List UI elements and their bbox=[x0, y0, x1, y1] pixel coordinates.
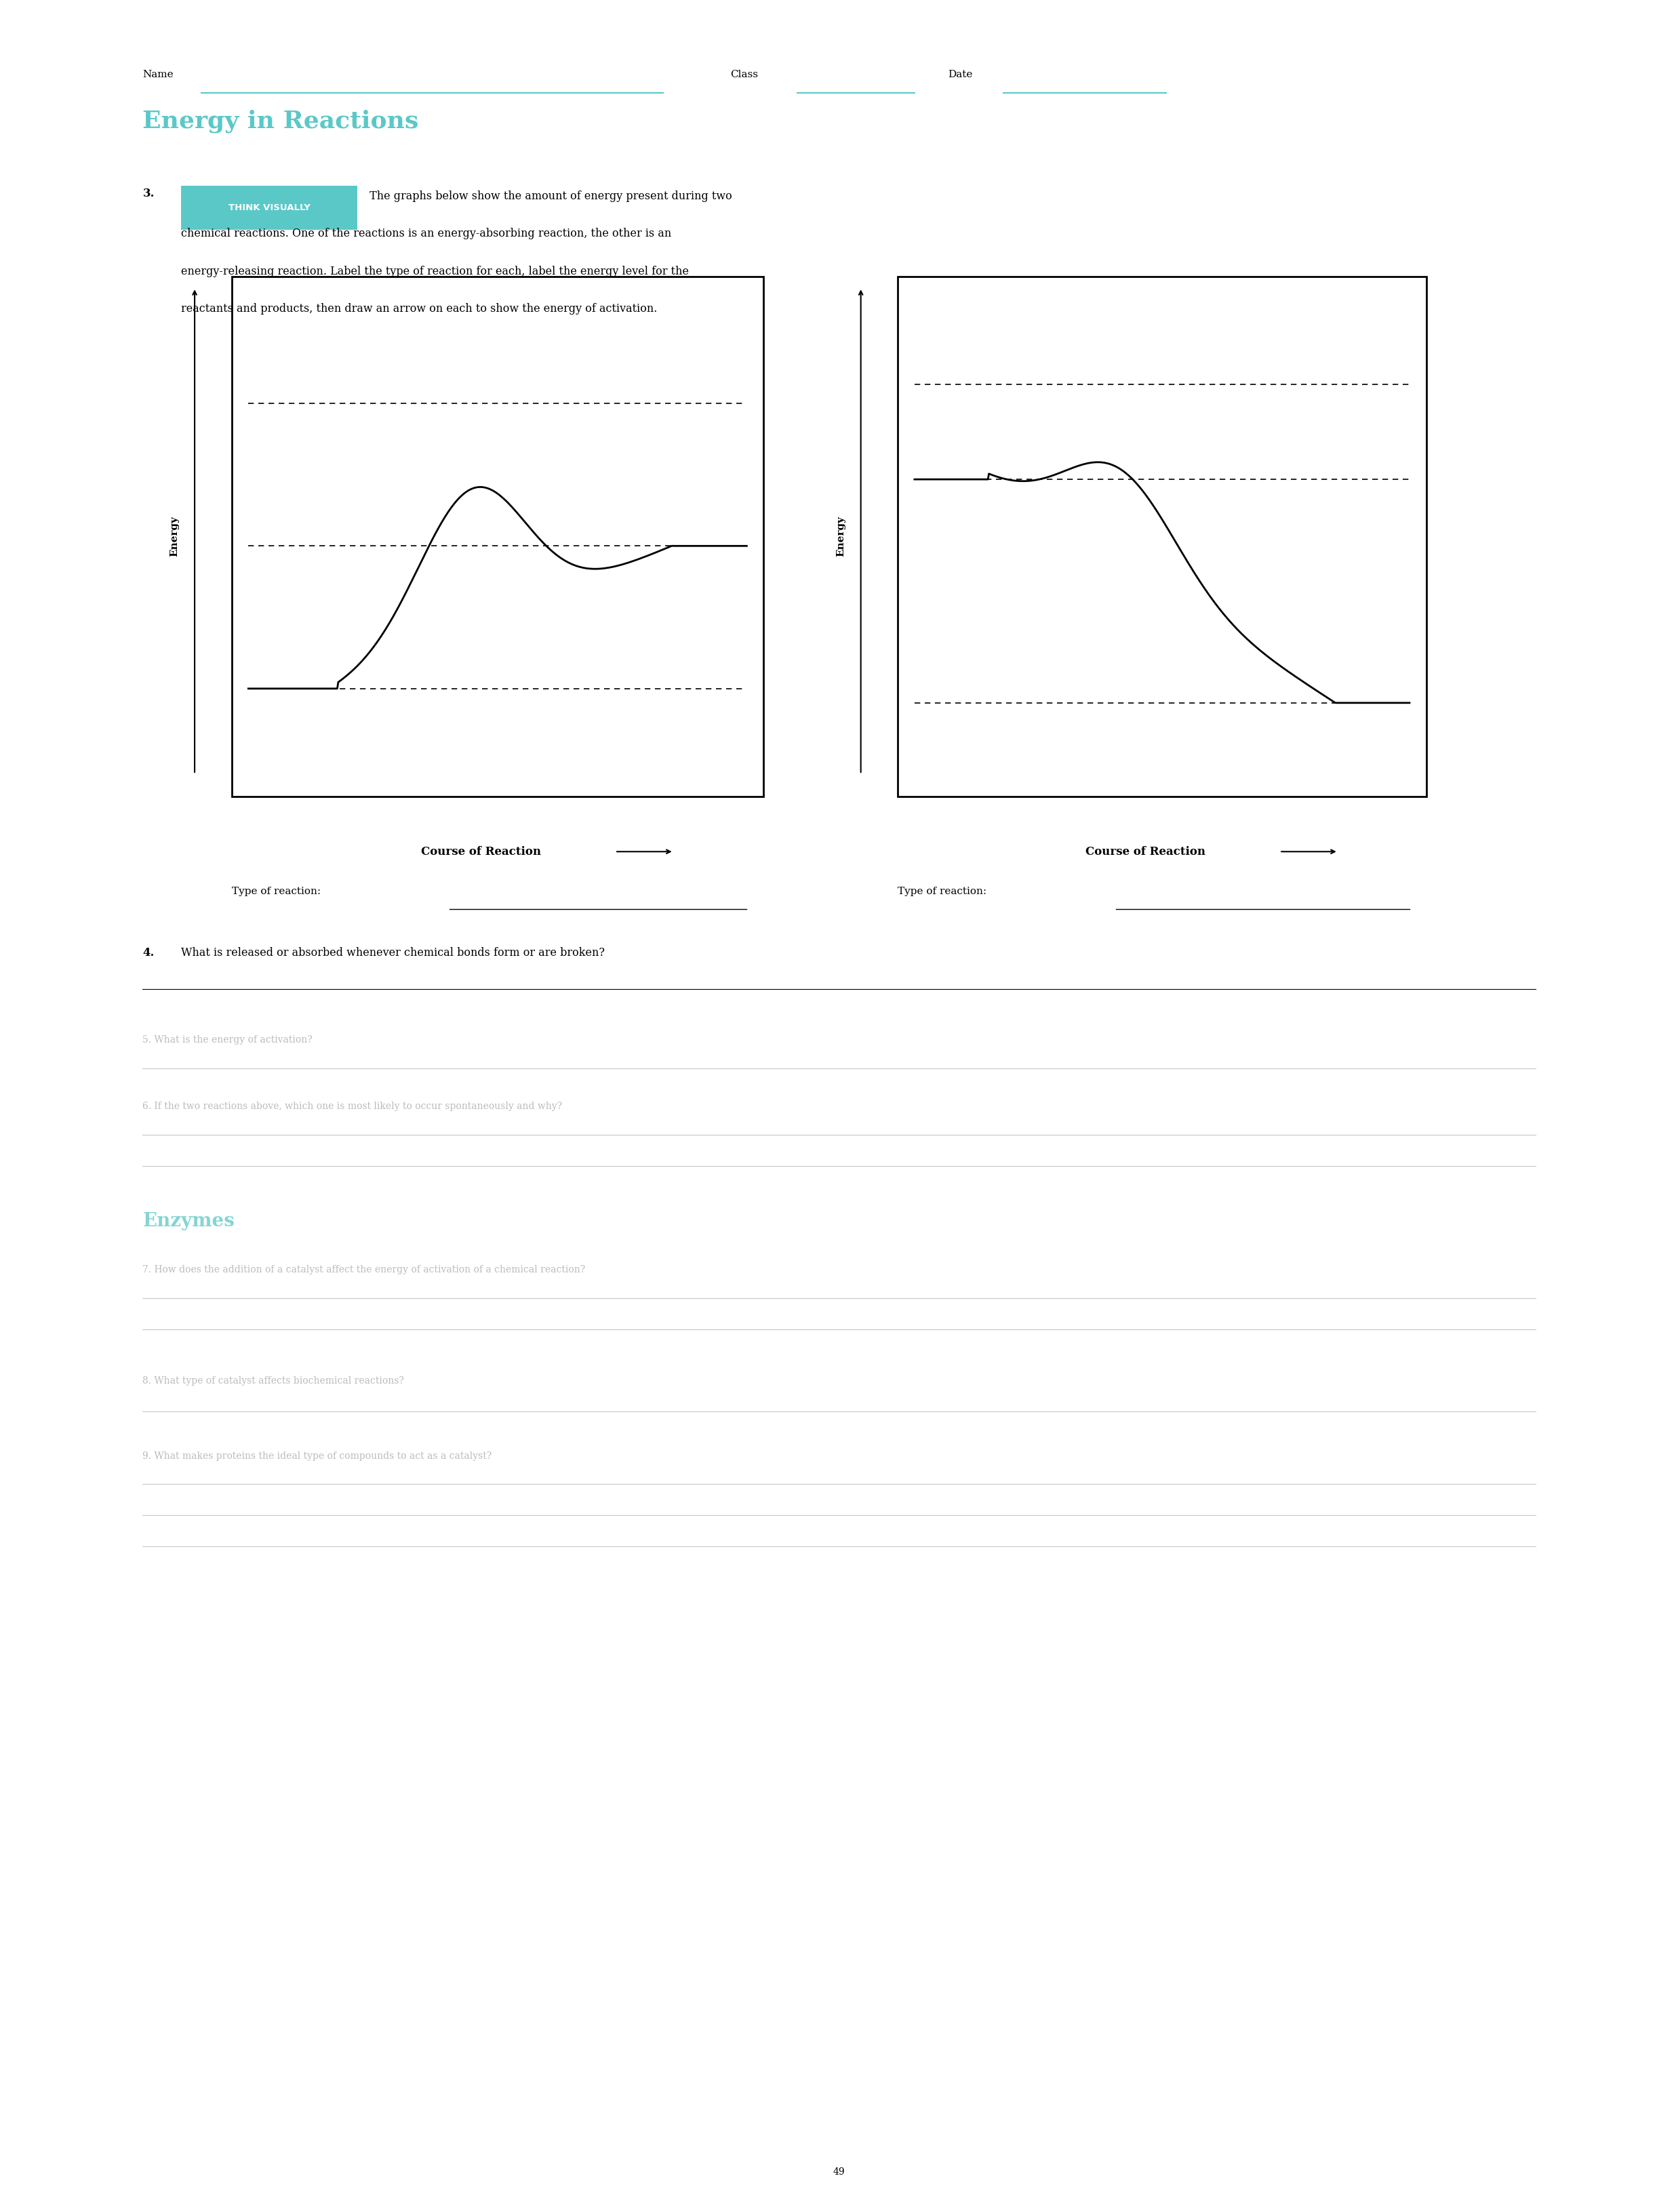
Text: 7. How does the addition of a catalyst affect the energy of activation of a chem: 7. How does the addition of a catalyst a… bbox=[143, 1265, 586, 1274]
Text: 8. What type of catalyst affects biochemical reactions?: 8. What type of catalyst affects biochem… bbox=[143, 1376, 404, 1385]
Text: Energy in Reactions: Energy in Reactions bbox=[143, 108, 420, 133]
Text: energy-releasing reaction. Label the type of reaction for each, label the energy: energy-releasing reaction. Label the typ… bbox=[181, 265, 690, 276]
Text: The graphs below show the amount of energy present during two: The graphs below show the amount of ener… bbox=[366, 190, 732, 201]
Text: Energy: Energy bbox=[836, 515, 846, 557]
Text: Energy: Energy bbox=[169, 515, 180, 557]
Text: chemical reactions. One of the reactions is an energy-absorbing reaction, the ot: chemical reactions. One of the reactions… bbox=[181, 228, 671, 239]
Text: Type of reaction:: Type of reaction: bbox=[898, 887, 987, 896]
Text: THINK VISUALLY: THINK VISUALLY bbox=[228, 204, 310, 212]
Text: Course of Reaction: Course of Reaction bbox=[421, 845, 540, 858]
Text: Enzymes: Enzymes bbox=[143, 1212, 235, 1230]
Text: 49: 49 bbox=[832, 2168, 846, 2177]
Bar bbox=[181, 186, 357, 230]
Text: reactants and products, then draw an arrow on each to show the energy of activat: reactants and products, then draw an arr… bbox=[181, 303, 658, 314]
Text: What is released or absorbed whenever chemical bonds form or are broken?: What is released or absorbed whenever ch… bbox=[181, 947, 606, 958]
Text: 9. What makes proteins the ideal type of compounds to act as a catalyst?: 9. What makes proteins the ideal type of… bbox=[143, 1451, 492, 1460]
Text: Class: Class bbox=[730, 71, 758, 80]
Text: Type of reaction:: Type of reaction: bbox=[232, 887, 320, 896]
Text: Date: Date bbox=[948, 71, 973, 80]
Text: 6. If the two reactions above, which one is most likely to occur spontaneously a: 6. If the two reactions above, which one… bbox=[143, 1102, 562, 1110]
Text: 5. What is the energy of activation?: 5. What is the energy of activation? bbox=[143, 1035, 312, 1044]
Text: 3.: 3. bbox=[143, 188, 154, 199]
Bar bbox=[232, 276, 763, 796]
Text: Course of Reaction: Course of Reaction bbox=[1086, 845, 1205, 858]
Bar bbox=[898, 276, 1426, 796]
Text: 4.: 4. bbox=[143, 947, 154, 958]
Text: Name: Name bbox=[143, 71, 173, 80]
